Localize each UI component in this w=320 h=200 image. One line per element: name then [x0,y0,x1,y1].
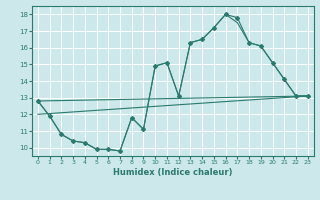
X-axis label: Humidex (Indice chaleur): Humidex (Indice chaleur) [113,168,233,177]
